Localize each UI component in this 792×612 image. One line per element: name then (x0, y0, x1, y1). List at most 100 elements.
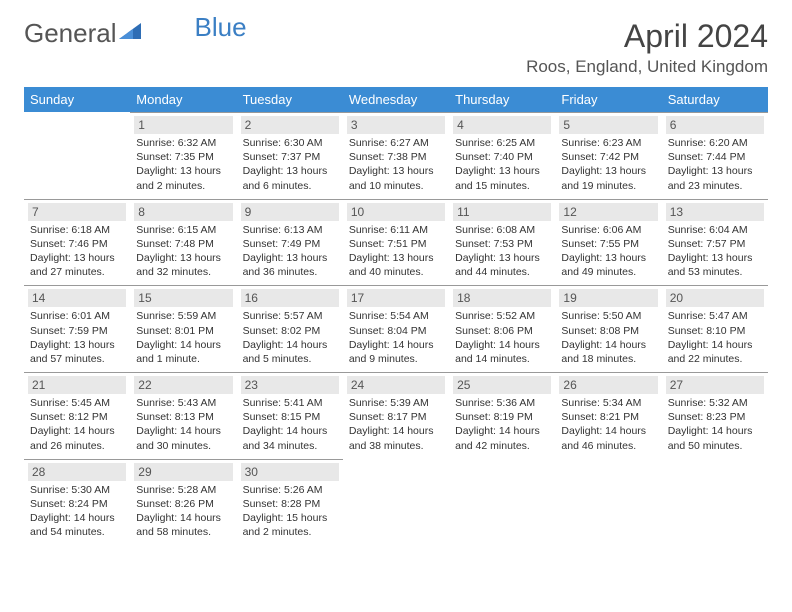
day-number: 1 (134, 116, 232, 134)
calendar-cell: 25 Sunrise: 5:36 AMSunset: 8:19 PMDayligh… (449, 372, 555, 459)
day-info: Sunrise: 5:45 AMSunset: 8:12 PMDaylight:… (28, 396, 126, 453)
daylight-text: Daylight: 13 hours and 44 minutes. (455, 251, 549, 279)
day-info: Sunrise: 6:13 AMSunset: 7:49 PMDaylight:… (241, 223, 339, 280)
calendar-cell: 10 Sunrise: 6:11 AMSunset: 7:51 PMDayligh… (343, 199, 449, 286)
sunrise-text: Sunrise: 6:32 AM (136, 136, 230, 150)
daylight-text: Daylight: 14 hours and 50 minutes. (668, 424, 762, 452)
day-info: Sunrise: 5:50 AMSunset: 8:08 PMDaylight:… (559, 309, 657, 366)
weekday-header: Saturday (662, 87, 768, 112)
calendar-week-row: 14Sunrise: 6:01 AMSunset: 7:59 PMDayligh… (24, 285, 768, 372)
sunset-text: Sunset: 7:59 PM (30, 324, 124, 338)
calendar-cell: 18Sunrise: 5:52 AMSunset: 8:06 PMDayligh… (449, 285, 555, 372)
sunset-text: Sunset: 8:06 PM (455, 324, 549, 338)
daylight-text: Daylight: 13 hours and 19 minutes. (561, 164, 655, 192)
day-number: 14 (28, 289, 126, 307)
sunrise-text: Sunrise: 5:36 AM (455, 396, 549, 410)
sunrise-text: Sunrise: 5:39 AM (349, 396, 443, 410)
day-info: Sunrise: 6:18 AMSunset: 7:46 PMDaylight:… (28, 223, 126, 280)
sunrise-text: Sunrise: 6:15 AM (136, 223, 230, 237)
calendar-week-row: 1Sunrise: 6:32 AMSunset: 7:35 PMDaylight… (24, 112, 768, 199)
daylight-text: Daylight: 14 hours and 46 minutes. (561, 424, 655, 452)
day-info: Sunrise: 6:06 AMSunset: 7:55 PMDaylight:… (559, 223, 657, 280)
day-info: Sunrise: 5:34 AMSunset: 8:21 PMDaylight:… (559, 396, 657, 453)
sunrise-text: Sunrise: 6:18 AM (30, 223, 124, 237)
sunset-text: Sunset: 7:35 PM (136, 150, 230, 164)
sunset-text: Sunset: 8:10 PM (668, 324, 762, 338)
sunset-text: Sunset: 7:38 PM (349, 150, 443, 164)
sunrise-text: Sunrise: 6:20 AM (668, 136, 762, 150)
daylight-text: Daylight: 13 hours and 2 minutes. (136, 164, 230, 192)
brand-part2: Blue (195, 12, 247, 43)
daylight-text: Daylight: 13 hours and 53 minutes. (668, 251, 762, 279)
sunrise-text: Sunrise: 6:04 AM (668, 223, 762, 237)
day-number: 17 (347, 289, 445, 307)
daylight-text: Daylight: 13 hours and 15 minutes. (455, 164, 549, 192)
daylight-text: Daylight: 14 hours and 58 minutes. (136, 511, 230, 539)
calendar-cell (555, 459, 661, 546)
day-number: 10 (347, 203, 445, 221)
sunset-text: Sunset: 8:26 PM (136, 497, 230, 511)
brand-triangle-icon (119, 21, 141, 46)
calendar-cell (343, 459, 449, 546)
day-number: 3 (347, 116, 445, 134)
day-number: 30 (241, 463, 339, 481)
day-info: Sunrise: 5:26 AMSunset: 8:28 PMDaylight:… (241, 483, 339, 540)
sunset-text: Sunset: 8:15 PM (243, 410, 337, 424)
sunrise-text: Sunrise: 5:47 AM (668, 309, 762, 323)
calendar-cell: 11 Sunrise: 6:08 AMSunset: 7:53 PMDayligh… (449, 199, 555, 286)
day-info: Sunrise: 6:30 AMSunset: 7:37 PMDaylight:… (241, 136, 339, 193)
calendar-cell: 13Sunrise: 6:04 AMSunset: 7:57 PMDayligh… (662, 199, 768, 286)
day-info: Sunrise: 5:30 AMSunset: 8:24 PMDaylight:… (28, 483, 126, 540)
day-info: Sunrise: 6:15 AMSunset: 7:48 PMDaylight:… (134, 223, 232, 280)
calendar-week-row: 28 Sunrise: 5:30 AMSunset: 8:24 PMDayligh… (24, 459, 768, 546)
calendar-cell: 29Sunrise: 5:28 AMSunset: 8:26 PMDayligh… (130, 459, 236, 546)
location-text: Roos, England, United Kingdom (526, 57, 768, 77)
day-info: Sunrise: 6:25 AMSunset: 7:40 PMDaylight:… (453, 136, 551, 193)
sunset-text: Sunset: 7:48 PM (136, 237, 230, 251)
weekday-header: Tuesday (237, 87, 343, 112)
weekday-header: Thursday (449, 87, 555, 112)
day-info: Sunrise: 5:36 AMSunset: 8:19 PMDaylight:… (453, 396, 551, 453)
calendar-cell: 14Sunrise: 6:01 AMSunset: 7:59 PMDayligh… (24, 285, 130, 372)
day-info: Sunrise: 5:57 AMSunset: 8:02 PMDaylight:… (241, 309, 339, 366)
day-info: Sunrise: 5:47 AMSunset: 8:10 PMDaylight:… (666, 309, 764, 366)
daylight-text: Daylight: 14 hours and 38 minutes. (349, 424, 443, 452)
day-number: 28 (28, 463, 126, 481)
daylight-text: Daylight: 14 hours and 1 minute. (136, 338, 230, 366)
daylight-text: Daylight: 13 hours and 6 minutes. (243, 164, 337, 192)
sunrise-text: Sunrise: 5:41 AM (243, 396, 337, 410)
calendar-cell: 24Sunrise: 5:39 AMSunset: 8:17 PMDayligh… (343, 372, 449, 459)
daylight-text: Daylight: 14 hours and 42 minutes. (455, 424, 549, 452)
day-info: Sunrise: 6:11 AMSunset: 7:51 PMDaylight:… (347, 223, 445, 280)
weekday-header: Monday (130, 87, 236, 112)
brand-logo: General Blue (24, 18, 247, 49)
page-header: General Blue April 2024 Roos, England, U… (24, 18, 768, 77)
day-number: 5 (559, 116, 657, 134)
sunrise-text: Sunrise: 6:13 AM (243, 223, 337, 237)
day-info: Sunrise: 6:08 AMSunset: 7:53 PMDaylight:… (453, 223, 551, 280)
calendar-cell: 27Sunrise: 5:32 AMSunset: 8:23 PMDayligh… (662, 372, 768, 459)
day-number: 12 (559, 203, 657, 221)
day-number: 6 (666, 116, 764, 134)
calendar-cell: 6Sunrise: 6:20 AMSunset: 7:44 PMDaylight… (662, 112, 768, 199)
calendar-cell: 7Sunrise: 6:18 AMSunset: 7:46 PMDaylight… (24, 199, 130, 286)
day-number: 13 (666, 203, 764, 221)
calendar-week-row: 21Sunrise: 5:45 AMSunset: 8:12 PMDayligh… (24, 372, 768, 459)
daylight-text: Daylight: 14 hours and 14 minutes. (455, 338, 549, 366)
daylight-text: Daylight: 13 hours and 27 minutes. (30, 251, 124, 279)
day-number: 25 (453, 376, 551, 394)
day-info: Sunrise: 5:32 AMSunset: 8:23 PMDaylight:… (666, 396, 764, 453)
day-number: 22 (134, 376, 232, 394)
sunset-text: Sunset: 7:55 PM (561, 237, 655, 251)
calendar-cell: 22 Sunrise: 5:43 AMSunset: 8:13 PMDayligh… (130, 372, 236, 459)
sunrise-text: Sunrise: 6:11 AM (349, 223, 443, 237)
sunset-text: Sunset: 7:42 PM (561, 150, 655, 164)
daylight-text: Daylight: 14 hours and 30 minutes. (136, 424, 230, 452)
day-info: Sunrise: 5:43 AMSunset: 8:13 PMDaylight:… (134, 396, 232, 453)
sunrise-text: Sunrise: 5:28 AM (136, 483, 230, 497)
day-info: Sunrise: 5:28 AMSunset: 8:26 PMDaylight:… (134, 483, 232, 540)
calendar-cell: 19Sunrise: 5:50 AMSunset: 8:08 PMDayligh… (555, 285, 661, 372)
daylight-text: Daylight: 13 hours and 23 minutes. (668, 164, 762, 192)
day-number: 11 (453, 203, 551, 221)
brand-part1: General (24, 18, 117, 49)
